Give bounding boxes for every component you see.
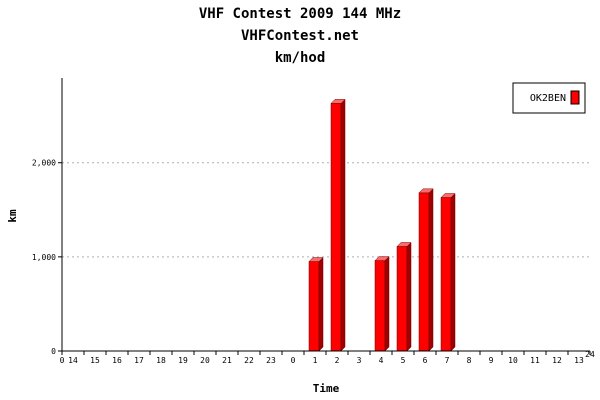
- bar-side: [340, 98, 346, 352]
- x-tick-label: 16: [112, 356, 122, 365]
- x-tick-label: 17: [134, 356, 144, 365]
- y-tick-label: 1,000: [32, 253, 56, 262]
- y-tick-label: 2,000: [32, 159, 56, 168]
- x-tick-label: 15: [90, 356, 100, 365]
- axes: [61, 78, 590, 352]
- x-tick-label: 7: [445, 356, 450, 365]
- legend-label: OK2BEN: [530, 93, 566, 104]
- bar-front: [440, 197, 452, 352]
- x-tick-label: 21: [222, 356, 232, 365]
- bar-side: [428, 188, 434, 352]
- x-tick-label: 20: [200, 356, 210, 365]
- bar: [374, 256, 390, 352]
- bars: [308, 98, 456, 352]
- x-axis-label: Time: [313, 382, 340, 395]
- bar-top: [330, 99, 346, 104]
- y-axis-ticks: 0 1,000 2,000: [32, 159, 62, 356]
- bar-front: [308, 261, 320, 352]
- bar: [418, 188, 434, 352]
- bar-front: [374, 260, 386, 352]
- x-tick-label: 24: [585, 350, 595, 359]
- chart-unit-title: km/hod: [274, 50, 326, 66]
- bar-side: [406, 241, 412, 352]
- y-axis-label: km: [6, 209, 19, 223]
- bar-top: [374, 256, 390, 261]
- bar: [308, 256, 324, 352]
- bar-top: [440, 193, 456, 198]
- legend: OK2BEN: [512, 82, 586, 114]
- y-tick-label: 0: [51, 347, 56, 356]
- bar-top: [308, 257, 324, 262]
- bar: [396, 241, 412, 352]
- x-tick-label: 3: [357, 356, 362, 365]
- bar-side: [318, 256, 324, 352]
- x-tick-label: 5: [401, 356, 406, 365]
- bar-side: [384, 256, 390, 352]
- bar: [440, 192, 456, 352]
- x-tick-label: 2: [335, 356, 340, 365]
- bar-top: [418, 188, 434, 194]
- bar-front: [418, 192, 430, 352]
- bar-front: [330, 103, 342, 352]
- x-tick-label: 23: [266, 356, 276, 365]
- x-tick-label: 11: [530, 356, 540, 365]
- grid-lines: [62, 162, 590, 258]
- x-tick-label: 9: [489, 356, 494, 365]
- legend-swatch: [570, 90, 580, 105]
- x-tick-label: 10: [508, 356, 518, 365]
- x-tick-label: 4: [379, 356, 384, 365]
- bar-top: [396, 242, 412, 247]
- x-tick-label: 19: [178, 356, 188, 365]
- x-tick-label: 6: [423, 356, 428, 365]
- x-tick-label: 22: [244, 356, 254, 365]
- x-tick-label: 18: [156, 356, 166, 365]
- x-tick-label: 12: [552, 356, 562, 365]
- bar-front: [396, 246, 408, 352]
- x-tick-label: 1: [313, 356, 318, 365]
- bar: [330, 98, 346, 352]
- x-tick-label: 14: [68, 356, 78, 365]
- x-tick-label: 0: [291, 356, 296, 365]
- x-tick-label: 0: [60, 356, 65, 365]
- chart-title: VHF Contest 2009 144 MHz: [198, 6, 402, 22]
- chart-subtitle: VHFContest.net: [240, 28, 359, 44]
- x-tick-label: 13: [574, 356, 584, 365]
- bar-side: [450, 192, 456, 352]
- x-tick-label: 8: [467, 356, 472, 365]
